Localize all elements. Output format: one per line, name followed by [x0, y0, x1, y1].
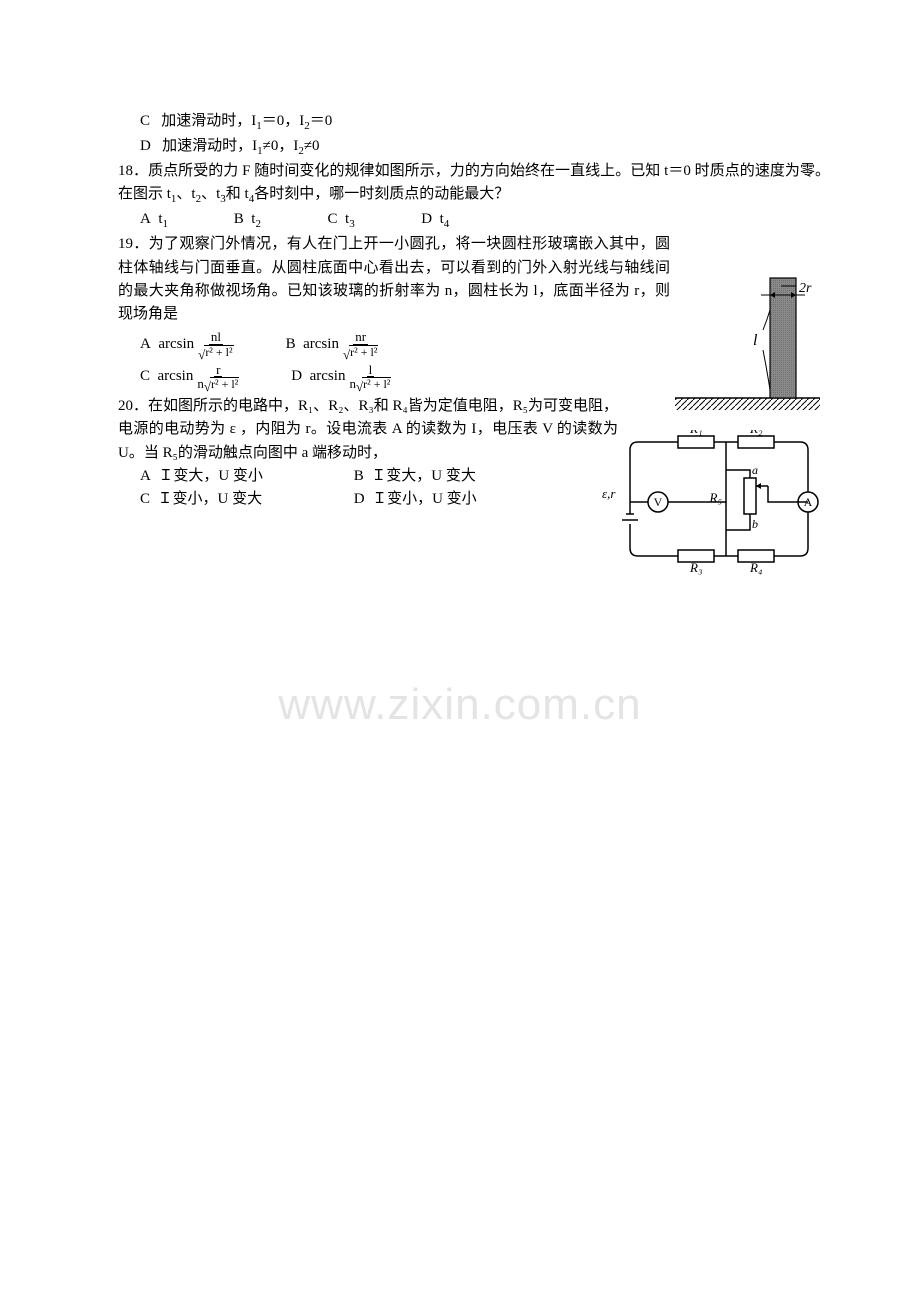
q20-fig-r5: R₅: [709, 490, 722, 505]
q20-fig-v: V: [654, 495, 663, 509]
q20-fig-emf: ε,r: [602, 486, 616, 501]
q19-fig-l: l: [753, 332, 758, 349]
watermark: www.zixin.com.cn: [0, 680, 920, 730]
q18-stem: 18．质点所受的力 F 随时间变化的规律如图所示，力的方向始终在一直线上。已知 …: [90, 160, 830, 208]
q20-fig-a-node: a: [752, 463, 758, 477]
q20-stem: 20．在如图所示的电路中，R₁、R₂、R₃和 R₄皆为定值电阻，R₅为可变电阻，…: [90, 395, 618, 465]
q18-options: A t1 B t2 C t3 D t4: [90, 208, 830, 233]
q19-fig-2r: 2r: [799, 281, 812, 296]
q20-fig-r1: R₁: [689, 430, 702, 436]
q20-fig-r4: R₄: [749, 560, 763, 575]
label: D: [140, 138, 151, 154]
q19-option-c: C arcsin rnr² + l²: [140, 363, 241, 391]
q20-figure: R₁ R₂ R₃ R₄ R₅ ε,r V A a b: [600, 430, 825, 575]
q20-fig-b-node: b: [752, 517, 758, 531]
q20-fig-a: A: [804, 495, 813, 509]
q17-option-c: C 加速滑动时，I1＝0，I2＝0: [90, 110, 830, 135]
q19-option-d: D arcsin lnr² + l²: [291, 363, 393, 391]
q17-option-d: D 加速滑动时，I1≠0，I2≠0: [90, 135, 830, 160]
q19-option-a: A arcsin nlr² + l²: [140, 330, 236, 358]
q20-fig-r3: R₃: [689, 560, 702, 575]
q19-figure: 2r l: [675, 250, 820, 415]
q20-fig-r2: R₂: [749, 430, 763, 436]
label: C: [140, 113, 150, 129]
q19-option-b: B arcsin nrr² + l²: [286, 330, 381, 358]
